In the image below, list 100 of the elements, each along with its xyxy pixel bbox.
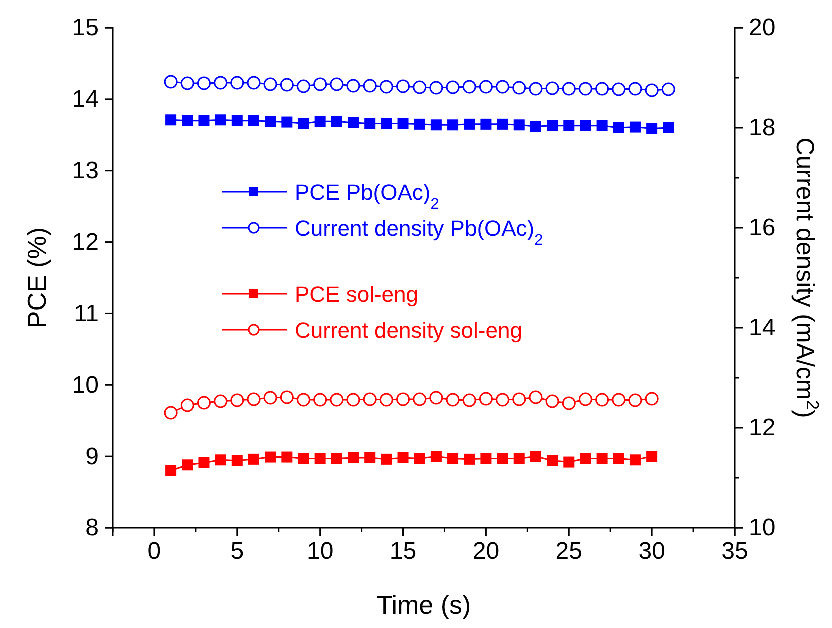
x-tick-label: 0: [148, 538, 162, 566]
point: [398, 118, 409, 130]
point: [446, 80, 460, 94]
point: [613, 122, 624, 134]
point: [182, 460, 194, 471]
point: [330, 78, 344, 92]
point: [214, 394, 228, 408]
point: [547, 455, 558, 466]
point: [613, 453, 624, 464]
point: [314, 116, 326, 128]
point: [348, 118, 360, 128]
point: [564, 120, 575, 132]
x-tick-label: 15: [390, 538, 417, 566]
point: [497, 118, 508, 130]
point: [446, 393, 460, 407]
x-tick-label: 10: [306, 538, 334, 566]
y-tick-label: 11: [74, 300, 99, 328]
y2-tick-label: 12: [749, 414, 776, 442]
point: [480, 453, 492, 464]
y-tick-label: 15: [72, 14, 99, 42]
point: [530, 451, 542, 462]
point: [348, 452, 360, 464]
point: [628, 82, 642, 96]
y-tick-label: 9: [86, 443, 99, 470]
point: [514, 120, 525, 131]
point: [596, 453, 608, 464]
point: [529, 82, 543, 96]
point: [314, 78, 328, 92]
point: [282, 116, 293, 128]
point: [398, 452, 409, 464]
point: [413, 392, 427, 406]
point: [413, 80, 427, 94]
point: [596, 82, 610, 96]
point: [282, 452, 293, 463]
point: [645, 392, 659, 406]
point: [396, 392, 410, 406]
point: [448, 453, 459, 464]
point: [529, 390, 543, 404]
point: [496, 393, 510, 407]
point: [230, 76, 244, 90]
legend-label: PCE Pb(OAc)$_{2}$: [295, 180, 440, 212]
point: [514, 453, 525, 464]
point: [596, 120, 608, 132]
point: [430, 120, 442, 131]
point: [230, 394, 244, 408]
point: [248, 454, 260, 465]
x-tick-label: 25: [556, 538, 582, 566]
point: [480, 118, 492, 130]
point: [232, 115, 243, 126]
point: [547, 120, 558, 132]
point: [546, 82, 560, 96]
point: [164, 406, 178, 420]
point: [628, 394, 642, 408]
point: [363, 79, 377, 93]
x-tick-label: 30: [638, 538, 666, 566]
y-axis-title: PCE (%): [22, 227, 52, 329]
y2-tick-label: 20: [749, 14, 776, 42]
y2-tick-label: 18: [749, 114, 776, 142]
point: [663, 122, 674, 134]
point: [530, 121, 542, 132]
point: [462, 80, 476, 94]
point: [512, 392, 526, 406]
point: [314, 393, 328, 407]
point: [330, 393, 344, 407]
point: [596, 393, 610, 407]
point: [430, 451, 442, 462]
point: [479, 392, 493, 406]
point: [612, 393, 626, 407]
point: [578, 392, 592, 406]
point: [197, 76, 211, 90]
x-tick-label: 20: [472, 538, 500, 566]
point: [198, 458, 210, 468]
point: [580, 120, 592, 132]
point: [564, 456, 575, 468]
point: [380, 393, 394, 407]
point: [381, 454, 392, 465]
point: [380, 80, 394, 94]
point: [464, 454, 476, 465]
point: [448, 120, 459, 131]
point: [496, 80, 510, 94]
legend-label: Current density Pb(OAc)$_{2}$: [295, 216, 544, 248]
point: [580, 453, 592, 464]
point: [264, 78, 278, 92]
point: [464, 118, 476, 130]
point: [414, 118, 426, 130]
point: [381, 118, 392, 130]
point: [346, 79, 360, 93]
point: [512, 81, 526, 95]
point: [296, 393, 310, 407]
point: [630, 454, 641, 466]
point: [630, 122, 641, 133]
point: [646, 451, 658, 462]
point: [364, 118, 376, 130]
point: [479, 80, 493, 94]
point: [346, 393, 360, 407]
x-tick-label: 5: [230, 538, 244, 566]
y2-tick-label: 16: [749, 214, 776, 242]
point: [645, 84, 659, 98]
point: [198, 115, 210, 126]
point: [264, 391, 278, 405]
